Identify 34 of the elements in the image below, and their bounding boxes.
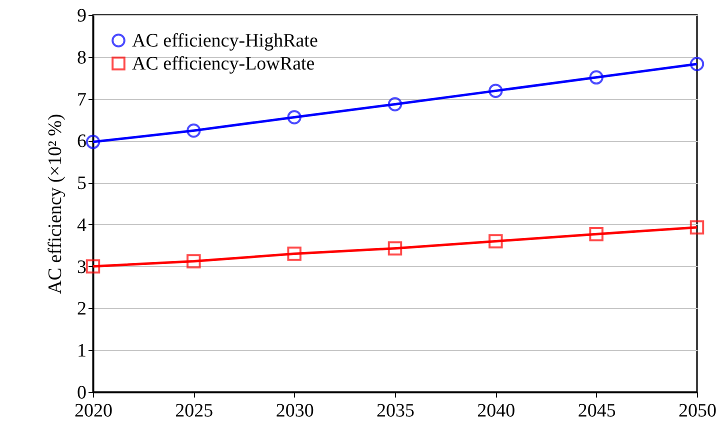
y-tick-label: 1	[77, 340, 86, 362]
x-tick-label: 2045	[578, 400, 616, 422]
point	[287, 246, 302, 261]
point	[287, 110, 302, 124]
point	[388, 97, 402, 112]
point	[186, 124, 201, 138]
y-tick-label: 4	[77, 214, 87, 236]
point	[690, 56, 704, 72]
y-axis-title: AC efficiency (×10² %)	[45, 114, 66, 294]
point	[86, 259, 100, 274]
y-tick-label: 3	[77, 256, 86, 278]
x-tick-label: 2025	[175, 400, 214, 422]
point	[589, 226, 604, 242]
point	[388, 241, 402, 256]
point	[589, 70, 604, 85]
legend-label: AC efficiency-HighRate	[132, 30, 318, 52]
legend-label: AC efficiency-LowRate	[132, 54, 315, 74]
x-tick-label: 2020	[74, 400, 112, 422]
y-tick-label: 8	[77, 47, 86, 68]
y-tick-label: 7	[77, 89, 86, 110]
y-tick-label: 6	[77, 131, 86, 152]
point	[186, 254, 201, 268]
point	[488, 234, 503, 248]
x-tick-label: 2040	[477, 400, 516, 422]
y-tick-label: 0	[77, 382, 86, 404]
y-tick-label: 9	[77, 6, 86, 26]
point	[86, 134, 100, 150]
point	[488, 84, 503, 98]
point	[690, 220, 704, 234]
x-tick-label: 2030	[276, 400, 314, 422]
y-tick-label: 2	[77, 298, 86, 320]
x-tick-label: 2050	[678, 400, 716, 422]
x-tick-label: 2035	[376, 400, 414, 422]
y-tick-label: 5	[77, 173, 86, 194]
